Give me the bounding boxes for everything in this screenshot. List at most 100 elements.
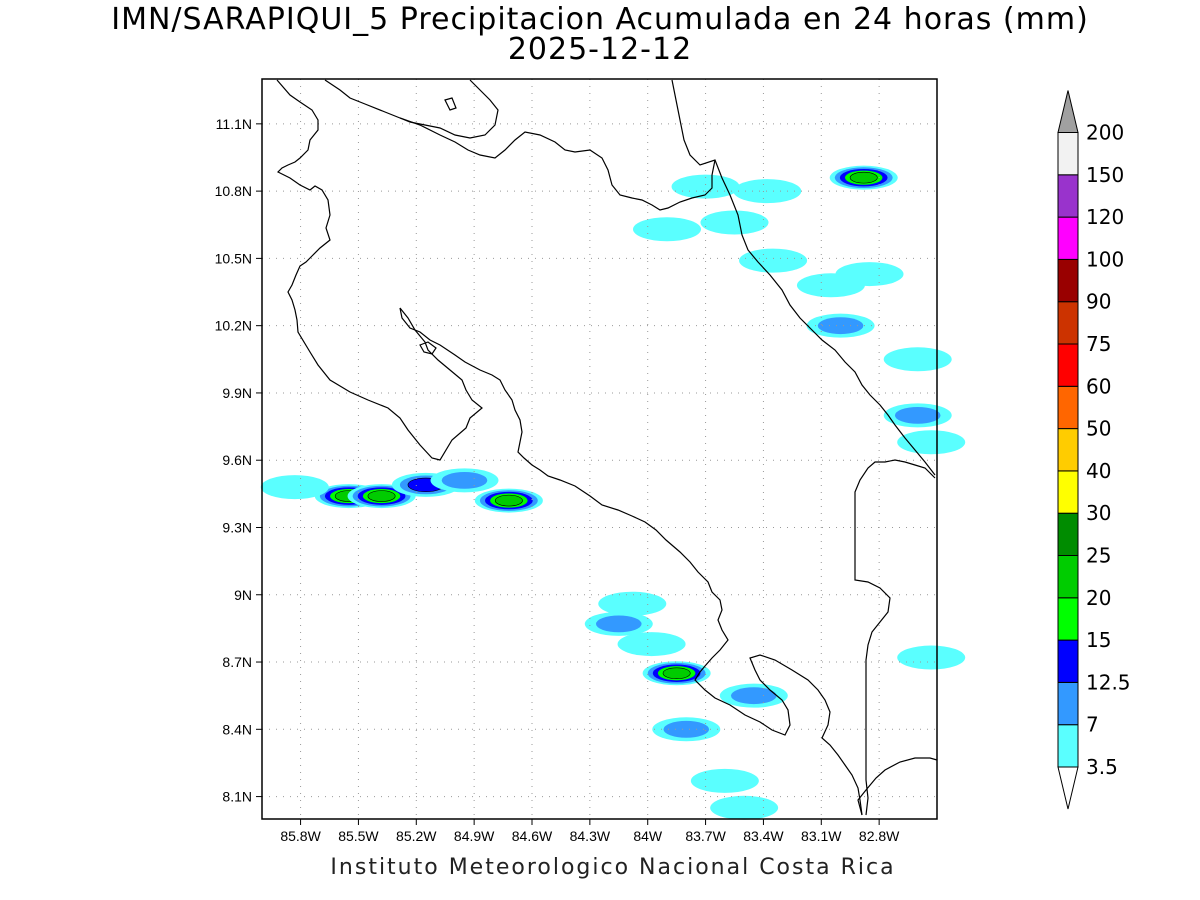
colorbar-segment — [1057, 512, 1079, 557]
colorbar-label: 50 — [1086, 417, 1111, 441]
colorbar: 3.5 7 12.5 15 20 25 30 40 50 60 75 90 100 120 150 200 — [1057, 90, 1131, 810]
precip-cell — [474, 488, 543, 513]
colorbar-label: 150 — [1086, 163, 1124, 187]
precip-cell — [883, 347, 952, 372]
colorbar-segment — [1057, 385, 1079, 430]
precip-cell — [897, 430, 966, 455]
island-lake-nicaragua — [444, 97, 457, 111]
coastline — [276, 79, 938, 816]
lat-tick-label: 11.1N — [216, 116, 252, 132]
precip-contour — [595, 615, 642, 633]
colorbar-label: 100 — [1086, 247, 1124, 271]
colorbar-label: 200 — [1086, 121, 1124, 145]
precip-cell — [652, 717, 721, 742]
precipitation-layer — [260, 165, 966, 820]
grid-lines — [262, 79, 937, 819]
precip-cell — [733, 179, 802, 204]
colorbar-label: 60 — [1086, 374, 1111, 398]
precip-contour — [710, 795, 779, 820]
border-panama — [854, 459, 936, 816]
precip-contour — [730, 687, 777, 705]
colorbar-lower-arrow — [1057, 766, 1079, 810]
map-frame — [261, 78, 938, 820]
colorbar-label: 12.5 — [1086, 670, 1131, 694]
lon-tick-label: 85.8W — [280, 828, 321, 844]
lon-tick-label: 84W — [633, 828, 663, 844]
colorbar-label: 75 — [1086, 332, 1111, 356]
precip-contour — [690, 768, 759, 793]
precip-cell — [690, 768, 759, 793]
border-nicaragua — [324, 79, 716, 211]
map-footer: Instituto Meteorologico Nacional Costa R… — [330, 855, 896, 880]
precip-contour — [897, 430, 966, 455]
precip-contour — [894, 406, 941, 424]
lon-tick-label: 85.5W — [338, 828, 379, 844]
precip-cell — [671, 174, 740, 199]
coastline-nicaragua-north — [276, 79, 483, 461]
lat-tick-label: 10.2N — [215, 318, 252, 334]
colorbar-label: 30 — [1086, 501, 1111, 525]
precip-contour — [494, 494, 523, 507]
colorbar-segment — [1057, 343, 1079, 387]
lon-tick-label: 82.8W — [859, 828, 900, 844]
precip-contour — [260, 475, 329, 500]
precip-contour — [849, 171, 878, 184]
colorbar-segment — [1057, 174, 1079, 218]
precip-cell — [739, 248, 808, 273]
lon-tick-label: 84.6W — [512, 828, 553, 844]
axis-labels: 85.8W 85.5W 85.2W 84.9W 84.6W 84.3W 84W 83.7W 83… — [215, 116, 901, 844]
precip-contour — [441, 471, 488, 489]
lat-tick-label: 9.6N — [222, 452, 252, 468]
lat-tick-label: 9.3N — [222, 519, 252, 535]
precip-cell — [598, 591, 667, 616]
precip-contour — [883, 347, 952, 372]
colorbar-segment — [1057, 132, 1079, 176]
colorbar-segment — [1057, 470, 1079, 514]
caribbean-coast — [671, 79, 936, 476]
precip-cell — [806, 313, 875, 338]
map-date: 2025-12-12 — [507, 32, 693, 67]
precip-contour — [617, 632, 686, 657]
colorbar-label: 90 — [1086, 290, 1111, 314]
colorbar-segment — [1057, 681, 1079, 726]
precip-cell — [584, 611, 653, 636]
precip-contour — [663, 720, 710, 738]
precip-cell — [260, 475, 329, 500]
precip-cell — [897, 645, 966, 670]
precip-cell — [430, 468, 499, 493]
precip-contour — [733, 179, 802, 204]
colorbar-label: 3.5 — [1086, 755, 1118, 779]
precip-cell — [642, 661, 711, 686]
border-nicaragua-lake — [399, 79, 499, 139]
lat-tick-label: 8.4N — [222, 721, 252, 737]
lon-tick-label: 83.7W — [685, 828, 726, 844]
colorbar-segment — [1057, 428, 1079, 472]
lon-tick-label: 83.1W — [801, 828, 842, 844]
precip-contour — [739, 248, 808, 273]
colorbar-label: 25 — [1086, 544, 1111, 568]
precip-cell — [829, 165, 898, 190]
lon-tick-label: 83.4W — [743, 828, 784, 844]
colorbar-label: 7 — [1086, 713, 1099, 737]
lat-tick-label: 8.7N — [222, 654, 252, 670]
colorbar-label: 120 — [1086, 205, 1124, 229]
lat-tick-label: 10.5N — [215, 250, 252, 266]
precip-cell — [633, 217, 701, 242]
colorbar-segment — [1057, 216, 1079, 260]
colorbar-label: 20 — [1086, 586, 1111, 610]
precip-contour — [835, 262, 904, 287]
colorbar-label: 15 — [1086, 628, 1111, 652]
precip-contour — [817, 317, 864, 335]
lat-tick-label: 8.1N — [222, 789, 252, 805]
lon-tick-label: 85.2W — [396, 828, 437, 844]
colorbar-segment — [1057, 555, 1079, 599]
colorbar-segment — [1057, 258, 1079, 303]
precip-contour — [700, 210, 769, 235]
lon-tick-label: 84.9W — [454, 828, 495, 844]
colorbar-segment — [1057, 597, 1079, 641]
precip-contour — [633, 217, 701, 242]
precip-cell — [710, 795, 779, 820]
precip-cell — [835, 262, 904, 287]
precip-contour — [897, 645, 966, 670]
